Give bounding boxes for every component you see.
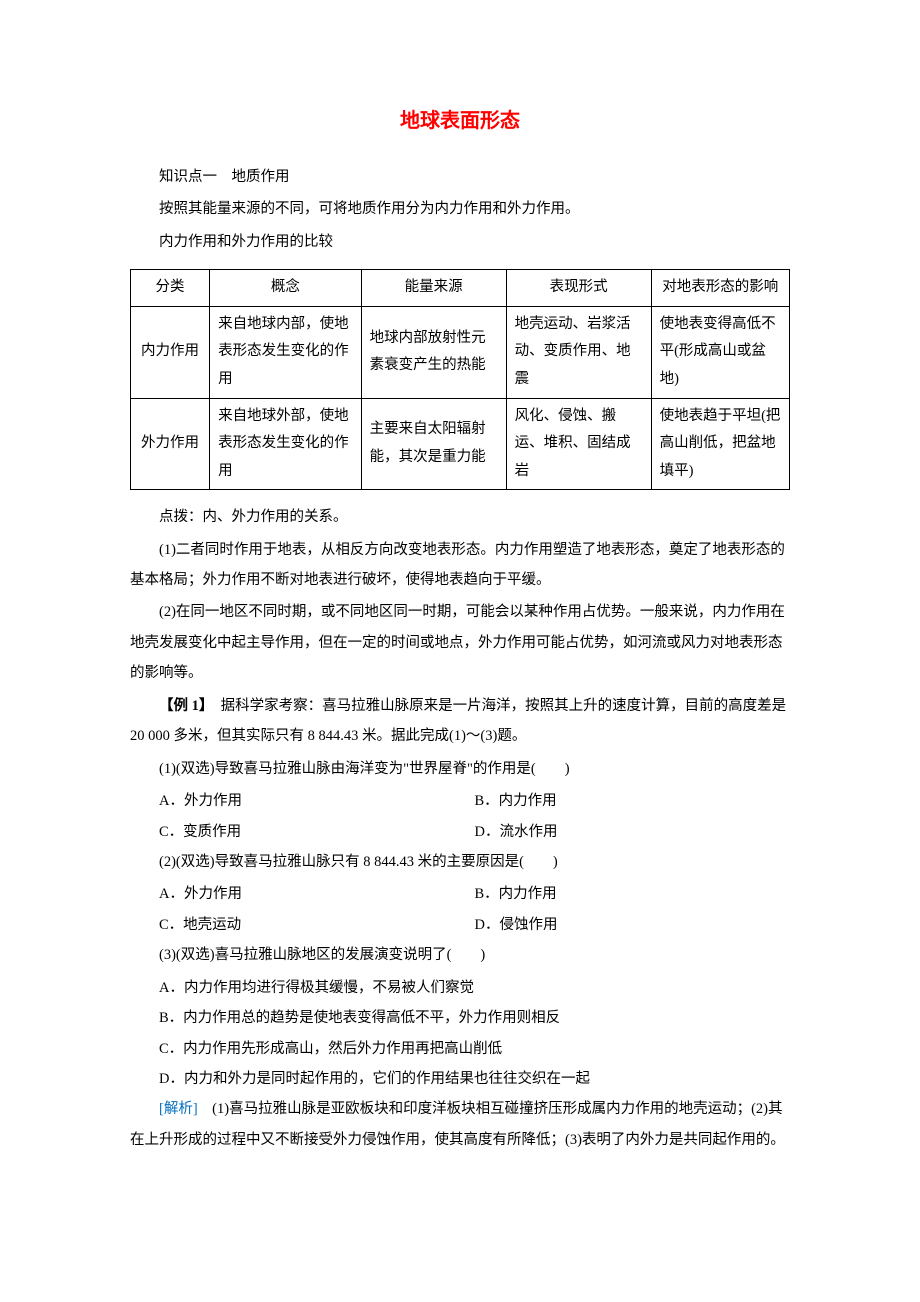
- q3-option-c: C．内力作用先形成高山，然后外力作用再把高山削低: [130, 1034, 790, 1064]
- th-concept: 概念: [210, 270, 362, 307]
- para-compare: 内力作用和外力作用的比较: [130, 227, 790, 257]
- cell-inner-form: 地壳运动、岩浆活动、变质作用、地震: [506, 306, 651, 398]
- cell-inner-concept: 来自地球内部，使地表形态发生变化的作用: [210, 306, 362, 398]
- q3-option-d: D．内力和外力是同时起作用的，它们的作用结果也往往交织在一起: [130, 1064, 790, 1094]
- table-header-row: 分类 概念 能量来源 表现形式 对地表形态的影响: [131, 270, 790, 307]
- example-tag: 【例 1】: [159, 698, 206, 714]
- q2-option-a: A．外力作用: [159, 879, 475, 909]
- page-title: 地球表面形态: [130, 100, 790, 142]
- cell-inner-category: 内力作用: [131, 306, 210, 398]
- cell-outer-form: 风化、侵蚀、搬运、堆积、固结成岩: [506, 398, 651, 490]
- para-intro: 按照其能量来源的不同，可将地质作用分为内力作用和外力作用。: [130, 194, 790, 224]
- th-energy: 能量来源: [361, 270, 506, 307]
- cell-outer-effect: 使地表趋于平坦(把高山削低，把盆地填平): [651, 398, 789, 490]
- example-stem: 【例 1】 据科学家考察：喜马拉雅山脉原来是一片海洋，按照其上升的速度计算，目前…: [130, 691, 790, 752]
- q1-option-b: B．内力作用: [475, 786, 791, 816]
- q1-options-row1: A．外力作用 B．内力作用: [130, 786, 790, 816]
- q1-option-c: C．变质作用: [159, 817, 475, 847]
- cell-inner-effect: 使地表变得高低不平(形成高山或盆地): [651, 306, 789, 398]
- analysis-label: [解析]: [159, 1101, 198, 1117]
- q3-option-a: A．内力作用均进行得极其缓慢，不易被人们察觉: [130, 973, 790, 1003]
- analysis-text: (1)喜马拉雅山脉是亚欧板块和印度洋板块相互碰撞挤压形成属内力作用的地壳运动；(…: [130, 1101, 785, 1147]
- q2-stem: (2)(双选)导致喜马拉雅山脉只有 8 844.43 米的主要原因是( ): [130, 847, 790, 877]
- comparison-table: 分类 概念 能量来源 表现形式 对地表形态的影响 内力作用 来自地球内部，使地表…: [130, 269, 790, 490]
- cell-outer-category: 外力作用: [131, 398, 210, 490]
- q3-stem: (3)(双选)喜马拉雅山脉地区的发展演变说明了( ): [130, 940, 790, 970]
- q2-options-row2: C．地壳运动 D．侵蚀作用: [130, 910, 790, 940]
- table-row: 外力作用 来自地球外部，使地表形态发生变化的作用 主要来自太阳辐射能，其次是重力…: [131, 398, 790, 490]
- q3-option-b: B．内力作用总的趋势是使地表变得高低不平，外力作用则相反: [130, 1003, 790, 1033]
- para-knowledge-point: 知识点一 地质作用: [130, 162, 790, 192]
- q1-stem: (1)(双选)导致喜马拉雅山脉由海洋变为"世界屋脊"的作用是( ): [130, 754, 790, 784]
- q2-option-c: C．地壳运动: [159, 910, 475, 940]
- q2-option-d: D．侵蚀作用: [475, 910, 791, 940]
- cell-outer-concept: 来自地球外部，使地表形态发生变化的作用: [210, 398, 362, 490]
- para-relation-1: (1)二者同时作用于地表，从相反方向改变地表形态。内力作用塑造了地表形态，奠定了…: [130, 535, 790, 596]
- q2-option-b: B．内力作用: [475, 879, 791, 909]
- cell-inner-energy: 地球内部放射性元素衰变产生的热能: [361, 306, 506, 398]
- q2-options-row1: A．外力作用 B．内力作用: [130, 879, 790, 909]
- cell-outer-energy: 主要来自太阳辐射能，其次是重力能: [361, 398, 506, 490]
- analysis-block: [解析] (1)喜马拉雅山脉是亚欧板块和印度洋板块相互碰撞挤压形成属内力作用的地…: [130, 1094, 790, 1155]
- para-tip: 点拨：内、外力作用的关系。: [130, 502, 790, 532]
- q1-option-a: A．外力作用: [159, 786, 475, 816]
- table-row: 内力作用 来自地球内部，使地表形态发生变化的作用 地球内部放射性元素衰变产生的热…: [131, 306, 790, 398]
- q1-option-d: D．流水作用: [475, 817, 791, 847]
- para-relation-2: (2)在同一地区不同时期，或不同地区同一时期，可能会以某种作用占优势。一般来说，…: [130, 597, 790, 688]
- th-effect: 对地表形态的影响: [651, 270, 789, 307]
- th-category: 分类: [131, 270, 210, 307]
- th-form: 表现形式: [506, 270, 651, 307]
- q1-options-row2: C．变质作用 D．流水作用: [130, 817, 790, 847]
- example-text: 据科学家考察：喜马拉雅山脉原来是一片海洋，按照其上升的速度计算，目前的高度差是 …: [130, 698, 786, 744]
